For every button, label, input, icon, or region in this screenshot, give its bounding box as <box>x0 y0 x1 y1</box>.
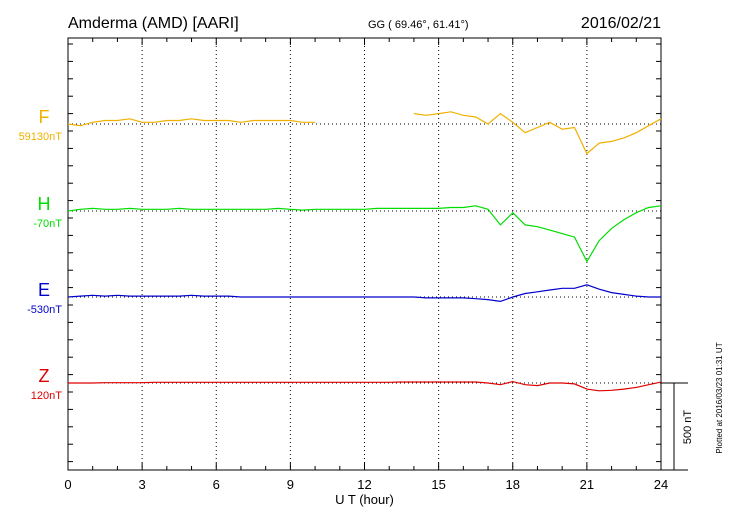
series-baseline-H: -70nT <box>33 218 62 230</box>
x-tick-label: 9 <box>287 477 294 492</box>
series-line-E <box>67 284 661 303</box>
data-series <box>67 111 662 392</box>
series-name-Z: Z <box>39 366 50 386</box>
x-tick-label: 6 <box>213 477 220 492</box>
series-baseline-Z: 120nT <box>31 390 62 402</box>
scale-bar: 500 nT <box>661 382 694 471</box>
chart-date: 2016/02/21 <box>581 15 661 32</box>
plotted-at-note: Plotted at 2016/03/23 01:31 UT <box>715 342 724 453</box>
x-tick-label: 18 <box>506 477 520 492</box>
station-title: Amderma (AMD) [AARI] <box>68 15 239 32</box>
x-axis-label: U T (hour) <box>335 492 394 507</box>
station-coords: GG ( 69.46°, 61.41°) <box>368 19 469 31</box>
series-labels: F 59130nT H -70nT E -530nT Z 120nT <box>19 107 63 402</box>
series-baseline-F: 59130nT <box>19 131 63 143</box>
series-name-E: E <box>38 280 50 300</box>
grid-lines <box>68 38 661 470</box>
series-name-H: H <box>38 194 51 214</box>
series-baseline-E: -530nT <box>27 304 62 316</box>
axis-ticks <box>67 38 662 470</box>
series-name-F: F <box>39 107 50 127</box>
series-line-F <box>67 118 316 127</box>
scale-bar-label: 500 nT <box>682 410 694 445</box>
x-tick-label: 21 <box>580 477 594 492</box>
x-tick-label: 12 <box>357 477 371 492</box>
x-tick-label: 3 <box>139 477 146 492</box>
x-tick-label: 0 <box>64 477 71 492</box>
x-tick-label: 15 <box>431 477 445 492</box>
series-line-H <box>67 205 662 263</box>
series-line-F <box>413 111 662 155</box>
series-line-Z <box>68 380 662 392</box>
x-tick-label: 24 <box>654 477 668 492</box>
x-axis: 0 3 6 9 12 15 18 21 24 U T (hour) <box>64 477 668 507</box>
